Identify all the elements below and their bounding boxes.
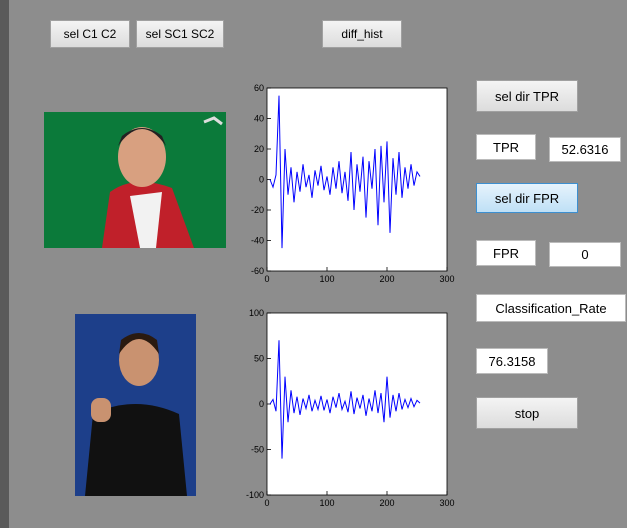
x-tick-label: 0	[264, 274, 269, 284]
y-tick-label: 0	[259, 175, 264, 185]
x-tick-label: 0	[264, 498, 269, 508]
y-tick-label: -100	[246, 490, 264, 500]
y-tick-label: 60	[254, 83, 264, 93]
x-tick-label: 300	[439, 274, 454, 284]
y-tick-label: -60	[251, 266, 264, 276]
y-tick-label: 50	[254, 354, 264, 364]
y-tick-label: -40	[251, 236, 264, 246]
x-tick-label: 200	[379, 274, 394, 284]
plots: -60 -40 -20 0 20 40 60 0 100 200 300 -100 -50 0 50 100 0…	[0, 0, 627, 528]
plot-area	[267, 313, 447, 495]
x-tick-label: 100	[319, 274, 334, 284]
y-tick-label: 40	[254, 114, 264, 124]
gui-window: sel C1 C2 sel SC1 SC2 diff_hist sel dir …	[0, 0, 627, 528]
y-tick-label: -50	[251, 445, 264, 455]
x-tick-label: 200	[379, 498, 394, 508]
x-tick-label: 100	[319, 498, 334, 508]
y-tick-label: -20	[251, 205, 264, 215]
y-tick-label: 20	[254, 144, 264, 154]
x-tick-label: 300	[439, 498, 454, 508]
y-tick-label: 100	[249, 308, 264, 318]
y-tick-label: 0	[259, 399, 264, 409]
plot-area	[267, 88, 447, 271]
